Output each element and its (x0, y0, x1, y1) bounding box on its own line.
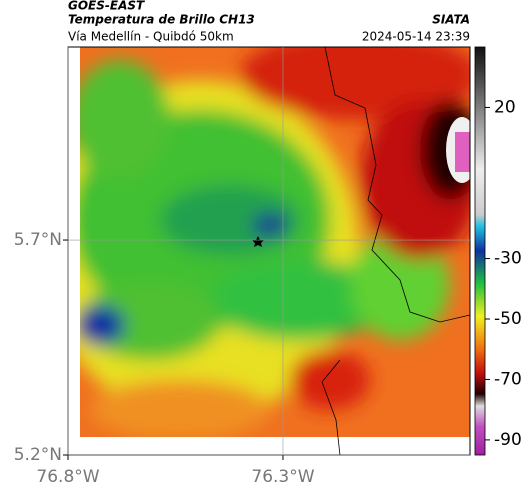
colorbar-tick-label: -70 (494, 369, 522, 389)
colorbar-tick-label: 20 (494, 97, 516, 117)
timestamp: 2024-05-14 23:39 (362, 30, 470, 44)
brightness-raster (68, 47, 470, 455)
source: SIATA (432, 13, 470, 27)
colorbar-tick-label: -50 (494, 309, 522, 329)
y-tick-label: 5.2°N (14, 445, 62, 465)
title: GOES-EAST (68, 0, 145, 13)
colorbar-tick-label: -90 (494, 430, 522, 450)
location-star (252, 236, 264, 247)
region: Vía Medellín - Quibdó 50km (68, 30, 234, 44)
subtitle: Temperatura de Brillo CH13 (68, 13, 255, 27)
colorbar (474, 46, 486, 456)
colorbar-tick-label: -30 (494, 249, 522, 269)
x-tick-label: 76.8°W (36, 467, 99, 487)
x-tick-label: 76.3°W (251, 467, 314, 487)
y-tick-label: 5.7°N (14, 230, 62, 250)
